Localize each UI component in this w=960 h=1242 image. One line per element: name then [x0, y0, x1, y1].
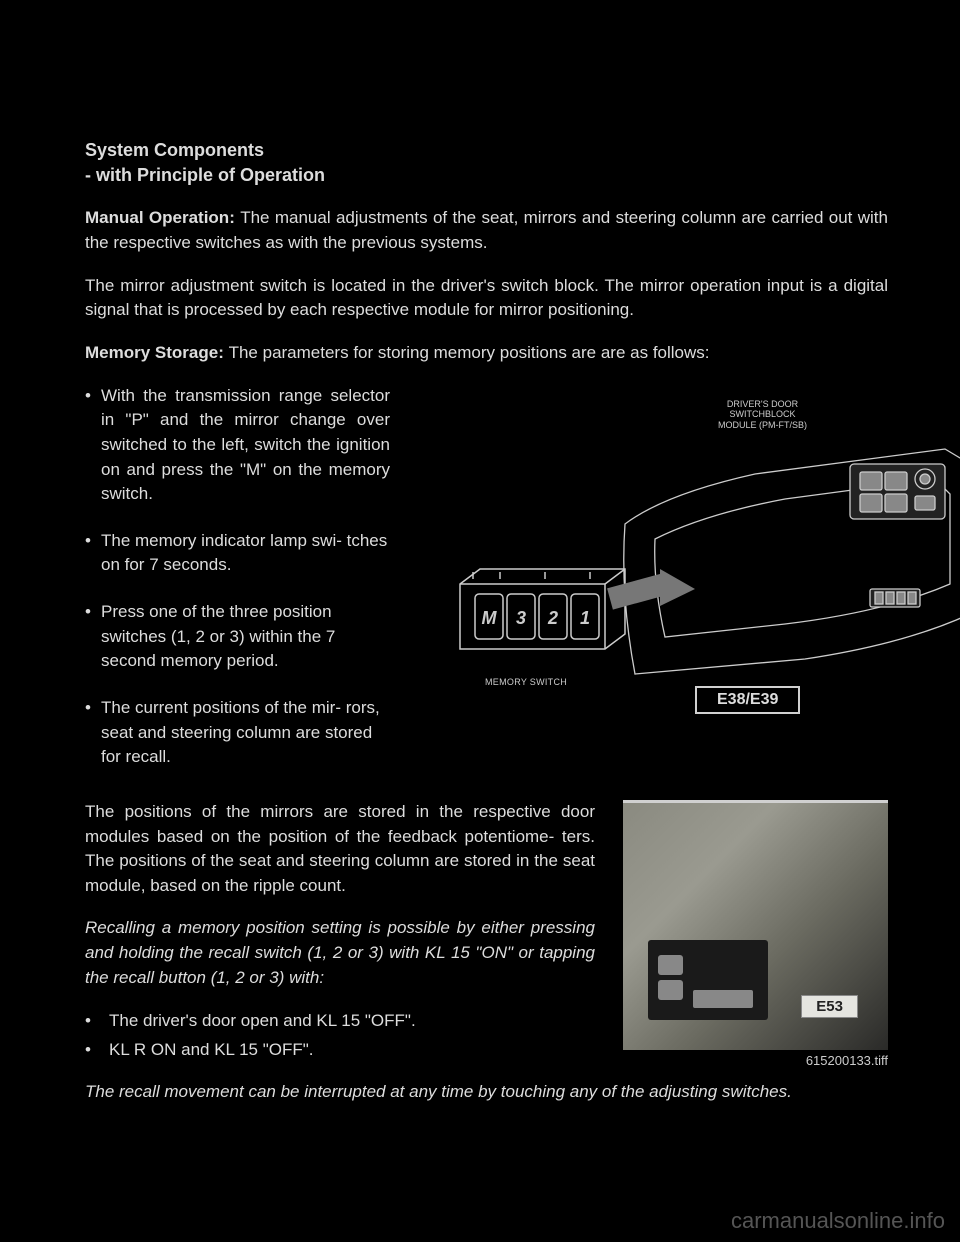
seat-control-icon: [648, 940, 768, 1020]
paragraph-memory-storage: Memory Storage: The parameters for stori…: [85, 341, 888, 366]
memory-switch-label: MEMORY SWITCH: [485, 677, 567, 687]
bullet-marker: •: [85, 384, 101, 507]
paragraph-manual-operation: Manual Operation: The manual adjustments…: [85, 206, 888, 255]
watermark: carmanualsonline.info: [731, 1208, 945, 1234]
paragraph-recalling: Recalling a memory position setting is p…: [85, 916, 595, 990]
bullet-item-4: • The current positions of the mir- rors…: [85, 696, 390, 770]
final-bullet-list: • The driver's door open and KL 15 "OFF"…: [85, 1008, 595, 1062]
bullet-item-3: • Press one of the three position switch…: [85, 600, 390, 674]
bullet-marker: •: [85, 600, 101, 674]
content-area: System Components - with Principle of Op…: [85, 138, 888, 1105]
model-box-e38-e39: E38/E39: [695, 686, 800, 714]
lower-text-column: The positions of the mirrors are stored …: [85, 800, 615, 1062]
bullet-list: • With the transmission range selector i…: [85, 384, 390, 770]
door-panel-diagram: [605, 394, 960, 704]
bullet-text: The current positions of the mir- rors, …: [101, 696, 390, 770]
paragraph-mirror-adjustment: The mirror adjustment switch is located …: [85, 274, 888, 323]
page-container: System Components - with Principle of Op…: [0, 0, 960, 1242]
final-bullet-text: KL R ON and KL 15 "OFF".: [109, 1037, 314, 1063]
paragraph-mirror-storage: The positions of the mirrors are stored …: [85, 800, 595, 899]
title-line-1: System Components: [85, 138, 888, 163]
bullet-marker: •: [85, 1037, 109, 1063]
header-bar: [83, 93, 888, 125]
photo-caption: 615200133.tiff: [623, 1053, 888, 1068]
memory-storage-text: The parameters for storing memory positi…: [229, 343, 710, 362]
bullet-marker: •: [85, 529, 101, 578]
bullet-marker: •: [85, 1008, 109, 1034]
svg-text:1: 1: [580, 608, 590, 628]
svg-text:2: 2: [547, 608, 558, 628]
photo-area: E53 615200133.tiff: [623, 800, 888, 1068]
e53-label: E53: [801, 995, 858, 1018]
bullet-item-2: • The memory indicator lamp swi- tches o…: [85, 529, 390, 578]
header-section: System Components - with Principle of Op…: [85, 138, 888, 188]
seat-control-inset: [648, 940, 768, 1020]
bullets-and-diagram-row: • With the transmission range selector i…: [85, 384, 888, 770]
memory-storage-label: Memory Storage:: [85, 343, 229, 362]
final-bullet-text: The driver's door open and KL 15 "OFF".: [109, 1008, 416, 1034]
lower-section: The positions of the mirrors are stored …: [85, 800, 888, 1062]
final-bullet-1: • The driver's door open and KL 15 "OFF"…: [85, 1008, 595, 1034]
bullet-item-1: • With the transmission range selector i…: [85, 384, 390, 507]
e53-photo: E53: [623, 800, 888, 1050]
bullet-marker: •: [85, 696, 101, 770]
bullet-text: With the transmission range selector in …: [101, 384, 390, 507]
title-line-2: - with Principle of Operation: [85, 163, 888, 188]
paragraph-recall-interrupt: The recall movement can be interrupted a…: [85, 1080, 888, 1105]
final-bullet-2: • KL R ON and KL 15 "OFF".: [85, 1037, 595, 1063]
bullet-text: The memory indicator lamp swi- tches on …: [101, 529, 390, 578]
svg-text:3: 3: [516, 608, 526, 628]
manual-operation-label: Manual Operation:: [85, 208, 240, 227]
bullet-text: Press one of the three position switches…: [101, 600, 390, 674]
svg-text:M: M: [482, 608, 498, 628]
